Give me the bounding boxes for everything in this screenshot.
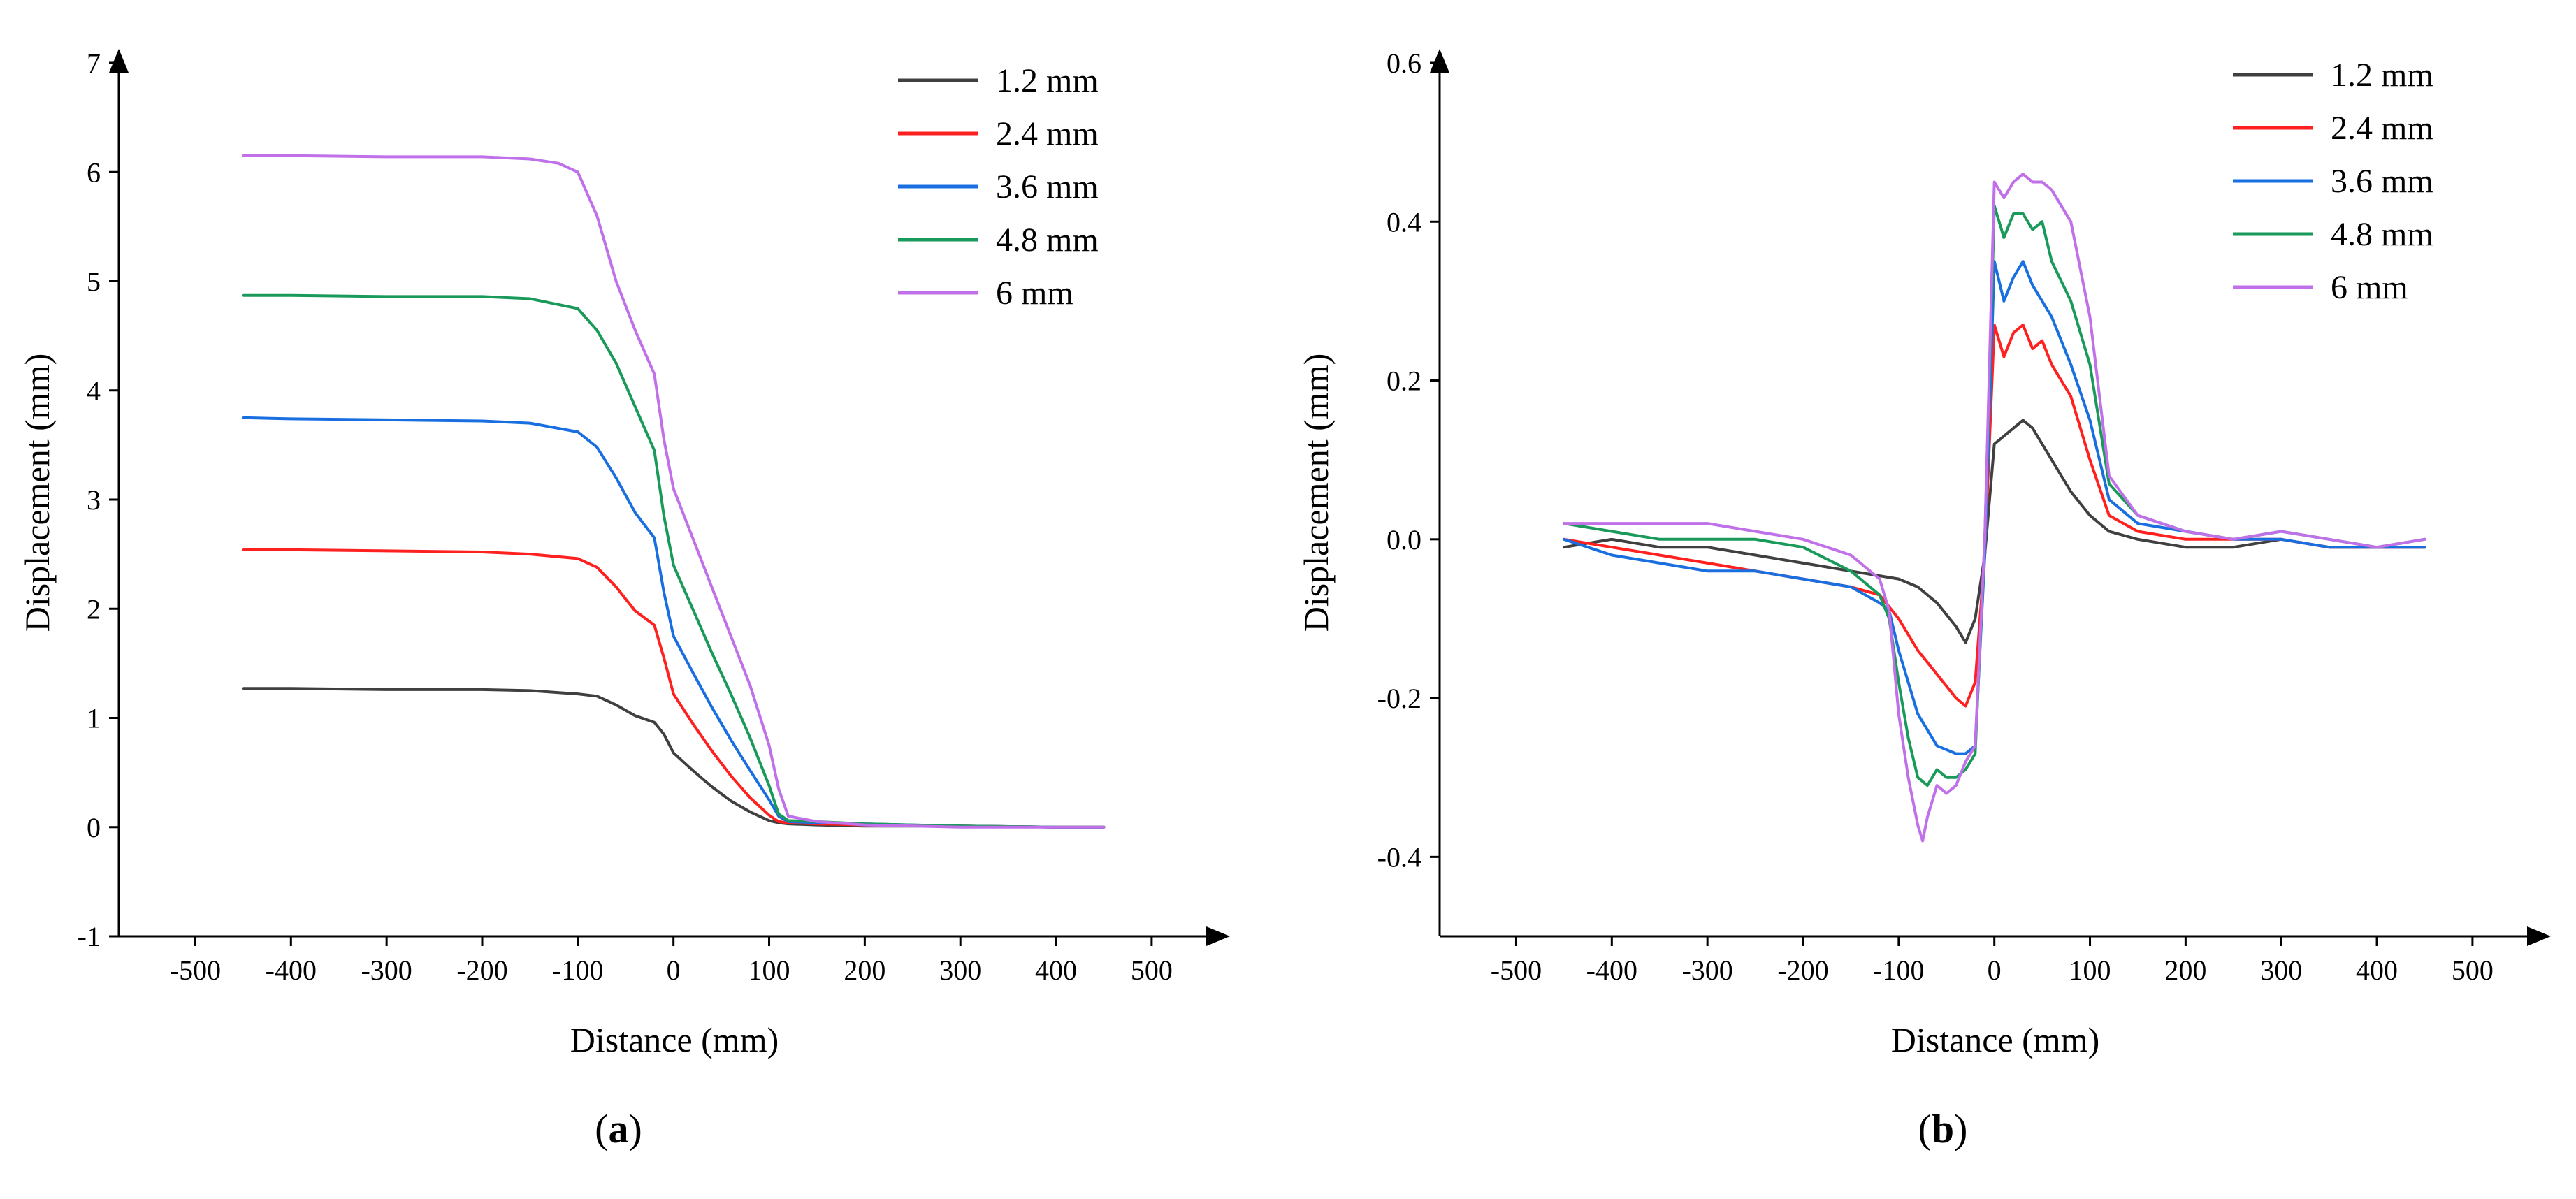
x-tick-label: -100 (552, 954, 603, 986)
panel-label: (a) (595, 1106, 642, 1151)
x-axis-title: Distance (mm) (1891, 1020, 2100, 1059)
x-axis-title: Distance (mm) (570, 1020, 779, 1059)
series-line-1-2-mm (1562, 419, 2426, 644)
x-tick-label: -300 (361, 954, 412, 986)
x-tick-label: -400 (266, 954, 317, 986)
x-tick-label: -200 (456, 954, 507, 986)
x-tick-label: 0 (667, 954, 681, 986)
legend-label: 6 mm (2331, 269, 2408, 306)
y-tick-label: 1 (87, 703, 101, 734)
y-axis-title: Displacement (mm) (1296, 354, 1336, 632)
y-tick-label: 0.4 (1387, 206, 1421, 238)
x-tick-label: 0 (1988, 954, 2002, 986)
y-tick-label: -1 (78, 921, 101, 952)
legend-label: 1.2 mm (2331, 57, 2433, 94)
legend: 1.2 mm 2.4 mm 3.6 mm 4.8 mm 6 mm (898, 62, 1099, 312)
x-tick-label: 200 (2164, 954, 2206, 986)
y-tick-label: -0.4 (1377, 841, 1421, 873)
legend-label: 4.8 mm (2331, 216, 2433, 253)
y-tick-label: 2 (87, 593, 101, 625)
x-tick-label: -400 (1586, 954, 1637, 986)
y-tick-label: 5 (87, 266, 101, 298)
x-tick-label: 200 (844, 954, 885, 986)
series-line-6-mm (1562, 173, 2426, 843)
series-line-1-2-mm (241, 687, 1106, 829)
series-line-4-8-mm (241, 293, 1106, 829)
x-tick-label: -300 (1681, 954, 1732, 986)
x-tick-label: -200 (1777, 954, 1828, 986)
legend-label: 6 mm (996, 275, 1073, 312)
y-axis-arrow (109, 49, 129, 73)
chart-panel-2: -500 -400 -300 -200 -100 0 100 200 300 400 500 -0.4… (1296, 48, 2551, 1151)
x-tick-label: 400 (2356, 954, 2398, 986)
series-line-3-6-mm (241, 416, 1106, 829)
chart-panel-1: -500 -400 -300 -200 -100 0 100 200 300 400 500 -1 0 1… (17, 48, 1230, 1151)
y-tick-label: -0.2 (1377, 683, 1421, 714)
x-axis-arrow (2527, 926, 2551, 946)
x-tick-label: -100 (1873, 954, 1924, 986)
y-tick-label: 3 (87, 484, 101, 516)
x-axis-arrow (1206, 926, 1230, 946)
panel-label: (b) (1918, 1106, 1968, 1151)
x-tick-label: 400 (1035, 954, 1077, 986)
legend-label: 3.6 mm (996, 168, 1099, 205)
y-tick-label: 4 (87, 375, 101, 407)
y-tick-label: 0 (87, 812, 101, 843)
legend-label: 4.8 mm (996, 221, 1099, 259)
legend-label: 2.4 mm (2331, 110, 2433, 147)
x-tick-label: 300 (2260, 954, 2302, 986)
x-tick-label: -500 (1491, 954, 1542, 986)
x-tick-label: 100 (748, 954, 790, 986)
series-line-2-4-mm (1562, 324, 2426, 708)
y-tick-label: 0.0 (1387, 524, 1421, 555)
y-tick-label: 0.2 (1387, 365, 1421, 397)
legend-label: 3.6 mm (2331, 163, 2433, 200)
legend: 1.2 mm 2.4 mm 3.6 mm 4.8 mm 6 mm (2233, 57, 2433, 306)
y-tick-label: 0.6 (1387, 48, 1421, 79)
y-tick-label: 6 (87, 157, 101, 188)
x-tick-label: 500 (1131, 954, 1173, 986)
y-axis-title: Displacement (mm) (17, 354, 57, 632)
x-tick-label: 500 (2452, 954, 2494, 986)
series-line-3-6-mm (1562, 260, 2426, 755)
series-line-6-mm (241, 154, 1106, 829)
x-tick-label: 100 (2069, 954, 2111, 986)
x-tick-label: 300 (939, 954, 981, 986)
legend-label: 1.2 mm (996, 62, 1099, 99)
legend-label: 2.4 mm (996, 115, 1099, 152)
y-tick-label: 7 (87, 48, 101, 79)
x-tick-label: -500 (170, 954, 221, 986)
y-axis-arrow (1430, 49, 1449, 73)
